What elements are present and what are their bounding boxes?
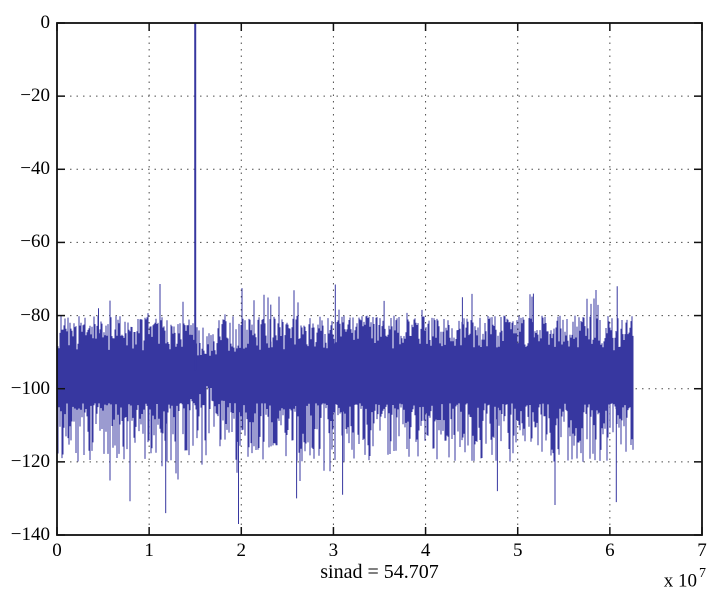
y-tick-label: −120 xyxy=(10,450,50,472)
x-tick-label: 1 xyxy=(144,540,154,561)
scale-exponent: 7 xyxy=(699,566,706,581)
plot-box xyxy=(56,22,703,536)
y-tick-label: −100 xyxy=(10,377,50,399)
x-tick-label: 6 xyxy=(605,540,615,561)
y-tick-label: −60 xyxy=(20,231,50,253)
y-tick-label: −80 xyxy=(20,304,50,326)
x-tick-label: 2 xyxy=(236,540,247,561)
noise-floor-trace xyxy=(57,284,634,524)
scale-mantissa: x 10 xyxy=(663,570,697,592)
x-tick-label: 5 xyxy=(512,540,523,561)
y-tick-label: 0 xyxy=(40,12,51,33)
y-tick-label: −20 xyxy=(20,85,50,107)
x-tick-label: 3 xyxy=(328,540,339,561)
x-tick-label: 7 xyxy=(697,540,707,561)
x-tick-label: 0 xyxy=(52,540,62,561)
x-tick-label: 4 xyxy=(420,540,431,561)
x-axis-scale-exponent: x 10 7 xyxy=(663,566,706,592)
x-axis-label: sinad = 54.707 xyxy=(320,561,439,583)
y-tick-label: −40 xyxy=(20,158,50,180)
y-tick-label: −140 xyxy=(10,524,50,545)
